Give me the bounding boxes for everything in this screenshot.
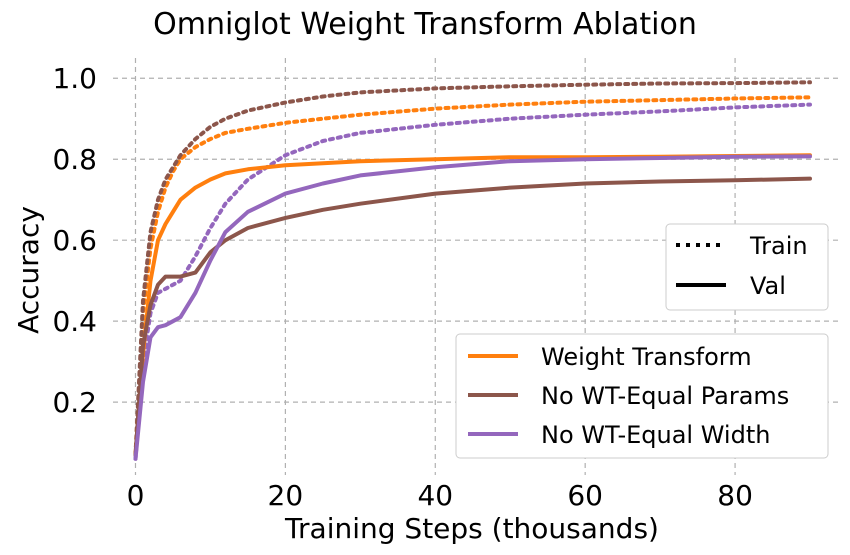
- series-line-no-wt-equal-params-train: [133, 80, 812, 457]
- x-tick-label: 20: [268, 479, 304, 512]
- legend-label-train: Train: [749, 232, 808, 260]
- series-line-no-wt-equal-width-val: [133, 154, 812, 461]
- legend-label-no-wt-equal-width: No WT-Equal Width: [541, 421, 770, 449]
- x-tick-label: 80: [717, 479, 753, 512]
- y-tick-label: 0.6: [52, 224, 97, 257]
- y-tick-label: 0.2: [52, 386, 97, 419]
- y-axis-label: Accuracy: [12, 206, 45, 334]
- x-tick-label: 40: [417, 479, 453, 512]
- x-tick-label: 60: [567, 479, 603, 512]
- series-line-weight-transform-train: [133, 95, 812, 457]
- legend-label-weight-transform: Weight Transform: [541, 343, 752, 371]
- y-tick-label: 0.4: [52, 305, 97, 338]
- x-axis-ticks: 0 20 40 60 80: [127, 479, 753, 512]
- x-axis-label: Training Steps (thousands): [284, 512, 659, 545]
- chart-title: Omniglot Weight Transform Ablation: [153, 7, 697, 42]
- series-legend: Weight Transform No WT-Equal Params No W…: [455, 333, 829, 459]
- y-tick-label: 0.8: [52, 143, 97, 176]
- y-tick-label: 1.0: [52, 62, 97, 95]
- x-tick-label: 0: [127, 479, 145, 512]
- series-line-weight-transform-val: [133, 153, 812, 457]
- legend-label-no-wt-equal-params: No WT-Equal Params: [541, 382, 789, 410]
- y-axis-ticks: 0.2 0.4 0.6 0.8 1.0: [52, 62, 97, 419]
- series-layer: [133, 80, 812, 461]
- series-legend-box: [455, 333, 829, 459]
- style-legend: Train Val: [665, 223, 829, 311]
- series-line-no-wt-equal-params-val: [133, 176, 812, 457]
- series-line-no-wt-equal-width-train: [133, 102, 812, 461]
- legend-label-val: Val: [750, 272, 786, 300]
